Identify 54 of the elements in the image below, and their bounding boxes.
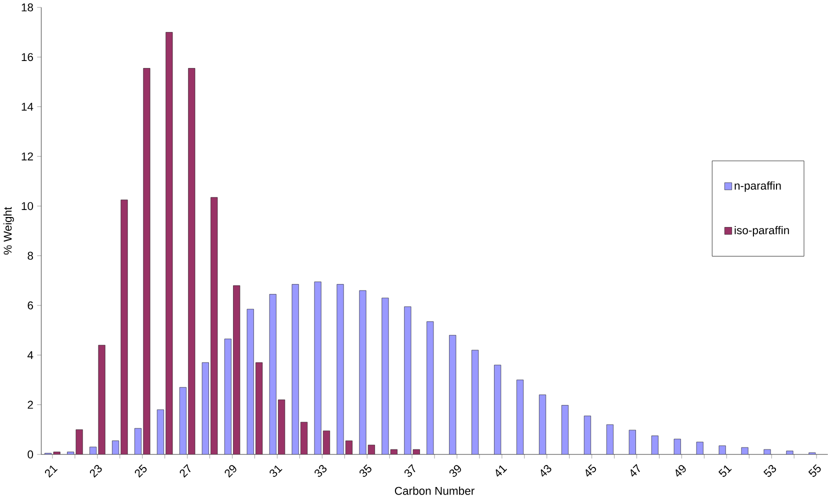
bar xyxy=(696,442,704,454)
x-tick-label: 29 xyxy=(224,464,236,478)
x-tick-label: 33 xyxy=(314,464,327,477)
bar xyxy=(120,200,128,454)
legend-label: iso-paraffin xyxy=(734,226,789,236)
x-tick-label: 51 xyxy=(718,465,732,477)
bar xyxy=(786,450,794,454)
y-tick-label: 2 xyxy=(28,400,33,409)
bar xyxy=(516,380,524,454)
y-tick-label: 12 xyxy=(22,152,33,160)
x-tick-label: 45 xyxy=(586,464,596,476)
x-tick-label: 37 xyxy=(404,464,416,477)
x-tick-label: 47 xyxy=(630,464,640,476)
y-axis-title: % Weight xyxy=(3,206,14,254)
x-tick-label: 25 xyxy=(134,464,147,478)
y-tick-label: 16 xyxy=(22,52,34,61)
bar xyxy=(562,404,568,454)
x-tick-label: 41 xyxy=(496,465,508,476)
x-tick-label: 53 xyxy=(763,464,776,477)
y-tick-label: 14 xyxy=(22,102,34,110)
legend-label: n-paraffin xyxy=(734,181,781,192)
y-tick-label: 10 xyxy=(22,202,34,210)
bar xyxy=(188,68,196,454)
y-tick-label: 4 xyxy=(27,351,34,359)
x-tick-label: 55 xyxy=(808,464,821,477)
y-tick-label: 18 xyxy=(22,3,34,12)
bar xyxy=(166,32,173,454)
bar xyxy=(606,424,614,454)
bar xyxy=(143,68,150,454)
x-axis-title: Carbon Number xyxy=(394,486,474,495)
x-tick-label: 31 xyxy=(270,465,282,477)
y-tick-label: 0 xyxy=(28,450,34,458)
bar xyxy=(584,416,591,454)
x-tick-label: 39 xyxy=(449,464,462,477)
bar xyxy=(449,334,456,454)
x-tick-label: 43 xyxy=(540,464,552,477)
bar xyxy=(651,435,658,454)
bar xyxy=(426,321,434,454)
bar xyxy=(674,438,681,454)
y-tick-label: 8 xyxy=(28,252,34,260)
bar xyxy=(494,364,502,454)
x-tick-label: 23 xyxy=(90,464,102,478)
bar xyxy=(741,447,748,454)
bar xyxy=(210,197,218,454)
y-tick-label: 6 xyxy=(28,301,34,310)
bar xyxy=(764,449,771,454)
x-tick-label: 35 xyxy=(360,464,372,477)
bar xyxy=(628,430,636,454)
x-tick-label: 49 xyxy=(676,464,686,477)
x-tick-label: 21 xyxy=(44,465,58,478)
bar xyxy=(718,445,726,454)
x-tick-label: 27 xyxy=(180,464,191,478)
bar xyxy=(472,350,479,454)
bar xyxy=(539,394,546,454)
